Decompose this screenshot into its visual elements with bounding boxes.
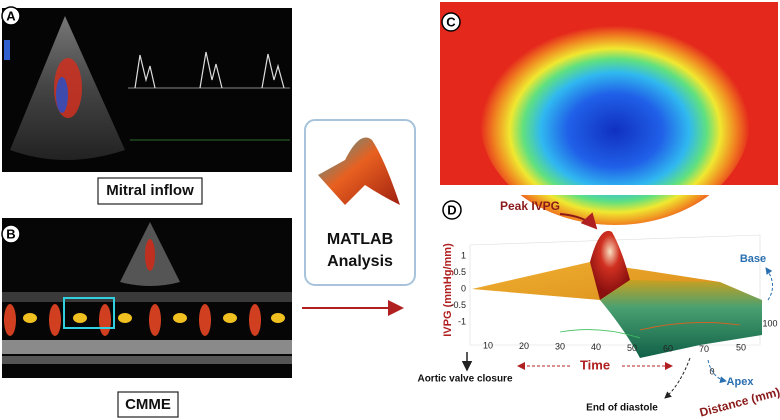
caption: CMME [125,396,171,413]
surface-peak [590,230,630,300]
axes-box [469,234,761,346]
x-tick-label: 20 [519,341,529,351]
contour [639,322,741,331]
box [304,119,416,286]
panel-label: B [6,226,15,241]
matlab-text: MATLAB [327,231,393,248]
y-axis-label: IVPG (mmHg/mm) [442,243,454,337]
diastole-arrow [664,357,691,399]
distance-tick-label: 100 [762,318,777,328]
flow-blob [4,304,16,336]
color-flow [145,239,155,271]
contour [559,329,641,339]
flow-blob [223,313,237,323]
panel-label: A [6,8,16,23]
tissue-band [2,340,292,354]
peak-label: Peak IVPG [500,199,560,213]
flow-blob [73,313,87,323]
heatmap-blob [480,15,750,225]
x-tick-label: 50 [627,343,637,353]
flow-blob [199,304,211,336]
panel-badge [441,12,461,32]
apex-arrow [707,359,727,384]
y-tick-label: 1 [461,250,466,260]
matlab-logo [318,137,400,205]
measurement-box [63,297,115,329]
matlab-text: Analysis [327,253,393,270]
flow-blob [249,304,261,336]
y-tick-label: -1 [458,316,466,326]
flow-blob [173,313,187,323]
panel-d: D Peak IVPG IVPG (mmHg/mm) Time Aortic v… [417,199,780,419]
panel-a: A Mitral inflow [1,6,292,205]
x-tick-label: 10 [483,340,493,350]
surface-drop [600,280,762,358]
color-scale [4,40,10,60]
flow-blob [99,304,111,336]
flow-blob [118,313,132,323]
flow-blob [23,313,37,323]
distance-tick-label: 50 [736,342,746,352]
flow-blob [49,304,61,336]
annotation: End of diastole [586,403,658,414]
x-tick-label: 30 [555,342,565,352]
panel-badge [442,200,462,220]
panel-badge [1,224,21,244]
flow-blob [271,313,285,323]
color-flow [56,77,68,113]
flow-blobs [4,304,285,336]
y-tick-label: -0.5 [450,300,466,310]
distance-label: Distance (mm) [698,385,780,420]
x-tick-label: 60 [663,343,673,353]
caption-box [97,177,203,205]
tissue-band [2,292,292,302]
x-tick-label: 70 [699,344,709,354]
mask [440,185,778,195]
panel-c: C [440,2,778,225]
panel-label: C [446,14,456,29]
matlab-box: MATLAB Analysis [302,119,416,316]
panel-label: D [447,202,456,217]
panel-b: B CMME [1,218,292,418]
x-axis-label: Time [580,357,610,372]
base-arrow [765,267,773,301]
panel-badge [1,6,21,26]
tissue-band [2,356,292,364]
distance-tick-label: 0 [709,366,714,376]
annotation: Aortic valve closure [417,374,512,385]
flow-blob [149,304,161,336]
y-tick-label: 0.5 [453,267,466,277]
caption: Mitral inflow [106,182,194,199]
caption-box [117,391,179,418]
y-tick-label: 0 [461,283,466,293]
peak-arrow [559,212,598,230]
annotation: Base [740,253,766,265]
doppler-waveform [134,51,285,89]
annotation: Apex [727,376,755,388]
x-tick-label: 40 [591,342,601,352]
